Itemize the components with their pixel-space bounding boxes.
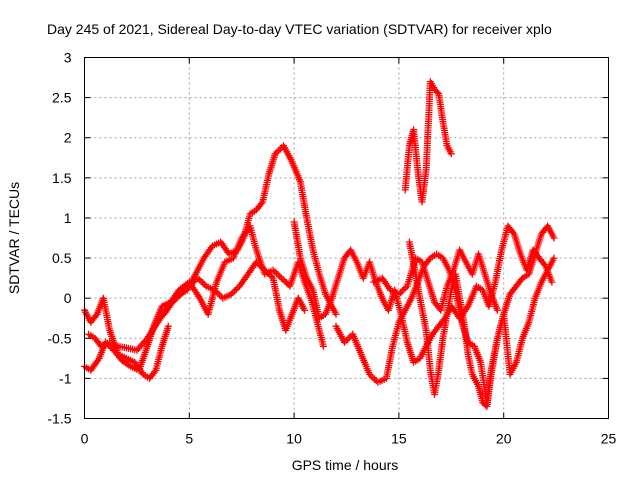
y-tick-label: -1.5 (47, 411, 71, 427)
y-axis: -1.5 -1 -0.5 0 0.5 1 1.5 2 2.5 3 (47, 50, 609, 427)
series-arc-7 (401, 78, 455, 206)
y-tick-label: -0.5 (47, 330, 71, 346)
x-axis: 0 5 10 15 20 25 (81, 57, 617, 447)
plus-markers (160, 258, 309, 334)
x-tick-label: 5 (185, 431, 193, 447)
plus-markers (405, 238, 558, 410)
x-axis-label: GPS time / hours (292, 457, 399, 473)
y-tick-label: -1 (59, 370, 72, 386)
x-tick-label: 10 (286, 431, 302, 447)
y-tick-label: 1 (64, 210, 72, 226)
y-tick-label: 0.5 (52, 250, 72, 266)
x-tick-label: 25 (601, 431, 617, 447)
x-tick-label: 15 (391, 431, 407, 447)
y-axis-label: SDTVAR / TECUs (6, 182, 22, 294)
series-arc-8 (405, 238, 558, 410)
y-tick-label: 1.5 (52, 170, 72, 186)
y-tick-label: 2.5 (52, 90, 72, 106)
y-tick-label: 0 (64, 290, 72, 306)
plot-frame (84, 57, 609, 419)
x-tick-label: 0 (81, 431, 89, 447)
series-arc-4 (160, 258, 309, 334)
y-tick-label: 2 (64, 130, 72, 146)
chart-title: Day 245 of 2021, Sidereal Day-to-day VTE… (47, 21, 552, 37)
plus-markers (401, 78, 455, 206)
y-tick-label: 3 (64, 50, 72, 66)
series-arc-9 (370, 246, 501, 314)
x-tick-label: 20 (496, 431, 512, 447)
plus-markers (370, 246, 501, 314)
